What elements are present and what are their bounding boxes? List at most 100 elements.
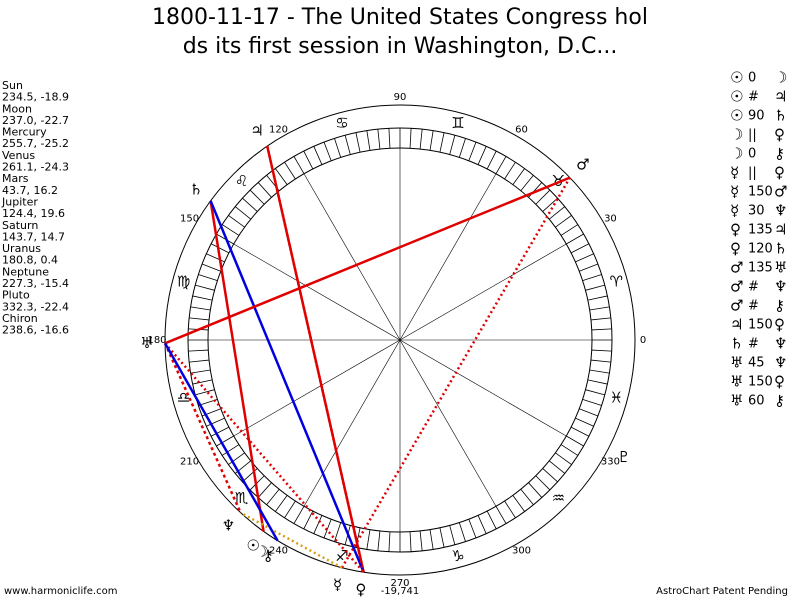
ring-tick — [486, 150, 497, 170]
ring-tick — [566, 233, 584, 245]
degree-label: 240 — [269, 545, 288, 556]
ring-tick — [344, 135, 351, 155]
ring-tick — [206, 417, 225, 427]
ring-tick — [228, 215, 245, 228]
ring-tick — [334, 522, 342, 542]
ring-tick — [585, 389, 605, 396]
ring-tick — [216, 435, 234, 447]
aspect-b: ♂ — [774, 183, 787, 201]
sign-glyph: ♈ — [610, 273, 623, 291]
ring-tick — [266, 488, 280, 506]
planet-glyph: ☿ — [333, 576, 342, 594]
ring-tick — [293, 156, 305, 174]
ring-tick — [582, 274, 602, 282]
ring-tick — [429, 529, 434, 550]
planet-glyph: ⚷ — [263, 546, 274, 564]
aspect-a: ☿ — [730, 202, 739, 220]
aspect-a: ☉ — [730, 107, 743, 125]
degree-label: 90 — [394, 92, 407, 103]
spoke — [303, 173, 401, 341]
aspect-a: ♀ — [730, 240, 741, 258]
planet-coords: 227.3, -15.4 — [2, 277, 69, 290]
aspect-a: ♃ — [730, 316, 743, 334]
sign-glyph: ♋ — [335, 114, 348, 132]
ring-tick — [585, 284, 605, 291]
ring-tick — [198, 274, 218, 282]
ring-tick — [419, 530, 423, 551]
ring-tick — [195, 284, 215, 291]
aspect-a: ☽ — [730, 145, 743, 163]
ring-tick — [190, 369, 211, 374]
ring-tick — [409, 531, 412, 552]
ring-tick — [192, 295, 213, 301]
aspect-line — [266, 145, 365, 573]
degree-label: 210 — [180, 457, 199, 468]
ring-tick — [555, 215, 572, 228]
aspect-sym: 45 — [748, 356, 765, 371]
aspect-b: ♆ — [774, 335, 787, 353]
sign-glyph: ♊ — [451, 114, 464, 132]
ring-tick — [528, 482, 543, 498]
title-line: ds its first session in Washington, D.C.… — [183, 34, 618, 59]
degree-label: 270 — [390, 578, 409, 589]
aspect-b: ♆ — [774, 354, 787, 372]
aspect-b: ⚷ — [774, 145, 785, 163]
planet-coords: 261.1, -24.3 — [2, 161, 69, 174]
ring-tick — [535, 189, 551, 205]
planet-glyph: ♃ — [250, 122, 263, 140]
aspect-sym: # — [748, 90, 759, 105]
ring-tick — [388, 128, 391, 149]
ring-tick — [257, 182, 272, 198]
aspect-line — [164, 342, 365, 573]
aspect-sym: # — [748, 299, 759, 314]
planet-glyph: ♀ — [355, 580, 366, 598]
aspect-sym: 150 — [748, 185, 773, 200]
planet-name: Uranus — [2, 242, 41, 255]
ring-tick — [587, 295, 608, 301]
aspect-a: ♂ — [730, 278, 743, 296]
ring-tick — [313, 146, 323, 165]
ring-tick — [520, 488, 534, 506]
ring-tick — [313, 515, 323, 534]
ring-tick — [419, 129, 423, 150]
ring-tick — [495, 156, 507, 174]
planet-glyph: ♄ — [189, 181, 202, 199]
aspect-line — [209, 200, 265, 532]
degree-label: 300 — [512, 545, 531, 556]
planet-coords: 234.5, -18.9 — [2, 91, 69, 104]
title-line: 1800-11-17 - The United States Congress … — [152, 5, 648, 30]
aspect-b: ♀ — [774, 373, 785, 391]
ring-tick — [293, 506, 305, 524]
ring-tick — [570, 243, 590, 254]
ring-tick — [589, 369, 610, 374]
degree-label: 120 — [269, 125, 288, 136]
aspect-a: ♅ — [730, 392, 743, 410]
ring-tick — [591, 349, 612, 352]
aspect-sym: 135 — [748, 261, 773, 276]
ring-tick — [221, 224, 240, 236]
planet-glyph: ♇ — [617, 448, 630, 466]
ring-tick — [355, 132, 361, 153]
aspect-a: ♅ — [730, 354, 743, 372]
planet-coords: 124.4, 19.6 — [2, 207, 65, 220]
aspect-sym: 150 — [748, 318, 773, 333]
footer-right: AstroChart Patent Pending — [656, 586, 788, 597]
aspect-b: ⚷ — [774, 297, 785, 315]
ring-tick — [575, 253, 594, 263]
aspect-b: ♅ — [774, 259, 787, 277]
aspect-a: ♂ — [730, 297, 743, 315]
aspect-a: ☉ — [730, 88, 743, 106]
planet-glyph: ♆ — [222, 516, 235, 534]
ring-tick — [468, 141, 477, 161]
ring-tick — [504, 500, 516, 519]
planet-coords: 332.3, -22.4 — [2, 300, 69, 313]
aspect-sym: 0 — [748, 71, 756, 86]
ring-tick — [429, 130, 434, 151]
aspect-line — [163, 342, 242, 514]
aspect-line — [163, 342, 279, 542]
ring-tick — [409, 128, 412, 149]
ring-tick — [449, 135, 456, 155]
ring-tick — [468, 519, 477, 539]
spoke — [399, 243, 567, 341]
ring-tick — [575, 417, 594, 427]
